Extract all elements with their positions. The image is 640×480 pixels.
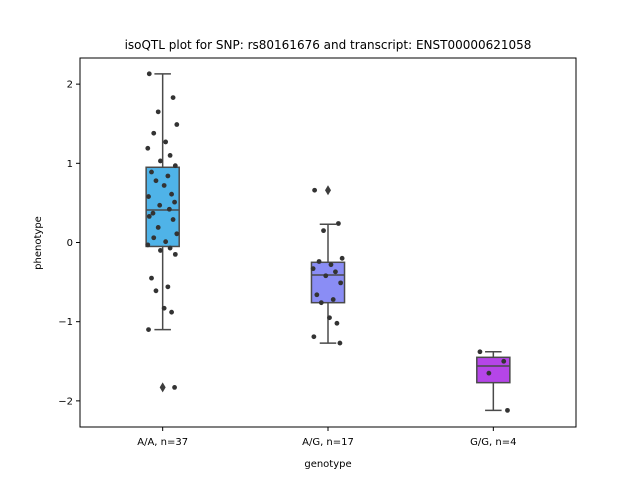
data-point xyxy=(158,248,163,253)
y-tick-label: −1 xyxy=(58,317,73,328)
data-point xyxy=(310,266,316,272)
box-group xyxy=(145,73,180,393)
data-point xyxy=(157,202,163,208)
data-point xyxy=(336,221,341,226)
data-point xyxy=(151,130,157,136)
data-point xyxy=(318,300,324,306)
data-point xyxy=(146,71,152,77)
data-point xyxy=(169,309,174,315)
data-point xyxy=(155,109,161,115)
data-point xyxy=(312,187,318,193)
data-point xyxy=(316,259,322,264)
data-point xyxy=(501,358,507,364)
data-point xyxy=(149,169,154,175)
x-tick-label: G/G, n=4 xyxy=(470,437,516,448)
y-axis-label: phenotype xyxy=(33,216,44,270)
data-point xyxy=(311,334,317,340)
data-point xyxy=(155,225,161,230)
y-axis: −2 −1 0 1 2 xyxy=(58,80,80,407)
x-tick-label: A/A, n=37 xyxy=(137,437,188,448)
x-axis-label: genotype xyxy=(304,459,351,470)
data-point xyxy=(174,231,180,237)
outlier-marker xyxy=(159,382,166,393)
x-tick-label: A/G, n=17 xyxy=(302,437,354,448)
data-point xyxy=(149,275,154,281)
data-point xyxy=(161,305,167,311)
data-point xyxy=(153,178,159,184)
data-point xyxy=(163,239,169,245)
points-layer xyxy=(145,71,510,413)
y-tick-label: 1 xyxy=(67,159,73,170)
outlier-marker xyxy=(325,185,331,196)
data-point xyxy=(333,269,338,275)
data-point xyxy=(314,292,320,298)
data-point xyxy=(145,242,151,248)
data-point xyxy=(165,173,171,179)
chart-title: isoQTL plot for SNP: rs80161676 and tran… xyxy=(125,38,532,52)
y-tick-label: 2 xyxy=(67,80,73,91)
data-point xyxy=(150,210,156,216)
data-point xyxy=(330,297,336,302)
data-point xyxy=(167,245,173,251)
data-point xyxy=(151,235,157,241)
data-point xyxy=(321,228,326,234)
data-point xyxy=(165,284,171,290)
x-axis: A/A, n=37 A/G, n=17 G/G, n=4 xyxy=(137,427,516,448)
data-point xyxy=(167,152,173,158)
data-point xyxy=(505,407,510,413)
data-point xyxy=(146,327,151,333)
data-point xyxy=(172,199,177,205)
data-point xyxy=(161,183,167,188)
data-point xyxy=(323,273,329,279)
data-point xyxy=(337,340,343,346)
data-point xyxy=(153,288,159,294)
data-point xyxy=(166,206,172,212)
data-point xyxy=(169,191,174,197)
data-point xyxy=(172,251,178,257)
data-point xyxy=(477,349,483,355)
data-point xyxy=(158,158,163,164)
data-point xyxy=(163,139,169,145)
data-point xyxy=(172,163,178,169)
data-point xyxy=(145,145,151,151)
data-point xyxy=(339,255,345,261)
data-point xyxy=(328,262,334,268)
box-group xyxy=(476,351,511,412)
box-iqr xyxy=(145,166,180,248)
y-tick-label: −2 xyxy=(58,396,73,407)
data-point xyxy=(334,320,340,326)
data-point xyxy=(170,95,176,100)
data-point xyxy=(338,280,344,286)
y-tick-label: 0 xyxy=(67,238,73,249)
data-point xyxy=(486,370,492,376)
data-point xyxy=(146,213,152,219)
data-point xyxy=(170,217,176,222)
data-point xyxy=(146,194,151,199)
data-point xyxy=(172,385,177,390)
data-point xyxy=(327,315,332,321)
data-point xyxy=(174,122,180,127)
